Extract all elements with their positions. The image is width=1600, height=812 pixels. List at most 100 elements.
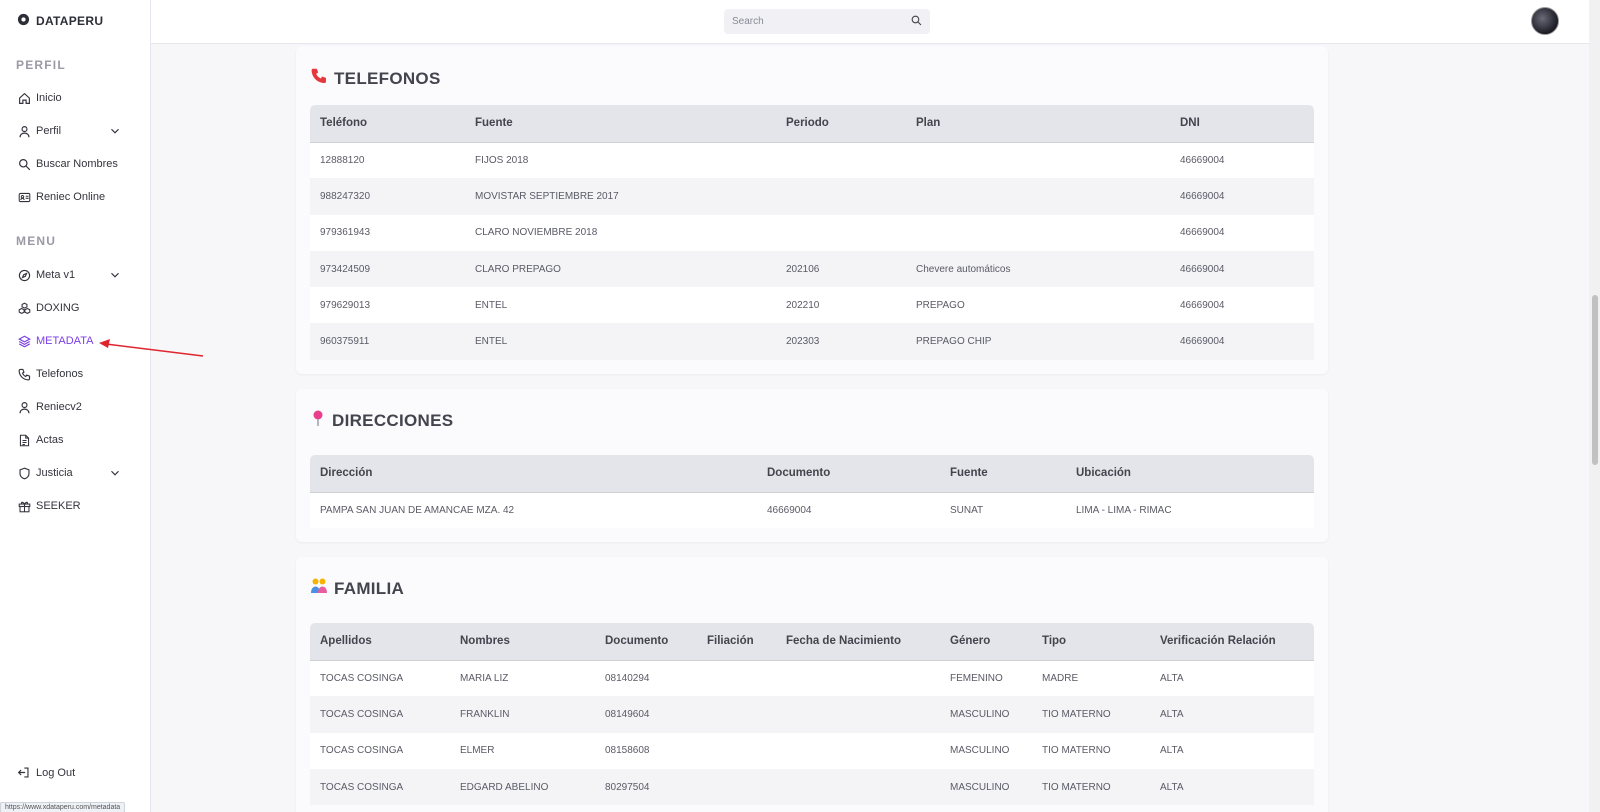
table-cell: PREPAGO (906, 287, 1170, 324)
search-icon[interactable] (911, 13, 922, 31)
scrollbar-thumb[interactable] (1592, 295, 1598, 465)
table-cell: 08158608 (595, 732, 697, 769)
table-cell: FRANKLIN (450, 696, 595, 733)
cubes-icon (17, 301, 31, 315)
column-header[interactable]: Documento (595, 623, 697, 661)
chevron-down-icon[interactable] (108, 466, 122, 480)
table-cell: ENTEL (465, 287, 776, 324)
column-header[interactable]: Fuente (465, 105, 776, 143)
sidebar-item-justicia[interactable]: Justicia (17, 463, 132, 483)
table-cell (697, 696, 776, 733)
table-cell: MASCULINO (940, 732, 1032, 769)
table-cell (697, 732, 776, 769)
column-header[interactable]: Filiación (697, 623, 776, 661)
column-header[interactable]: Fuente (940, 455, 1066, 493)
logout-icon (17, 766, 31, 780)
column-header[interactable]: Nombres (450, 623, 595, 661)
column-header[interactable]: Plan (906, 105, 1170, 143)
table-cell: ALTA (1150, 732, 1314, 769)
table-cell: FEMENINO (940, 660, 1032, 697)
sidebar-item-buscar-nombres[interactable]: Buscar Nombres (17, 154, 132, 174)
family-icon (310, 577, 328, 600)
sidebar-item-reniec-online[interactable]: Reniec Online (17, 187, 132, 207)
sidebar-item-reniecv2[interactable]: Reniecv2 (17, 397, 132, 417)
table-cell: 979361943 (310, 214, 465, 251)
table-cell (776, 768, 940, 806)
column-header[interactable]: Teléfono (310, 105, 465, 143)
table-cell: 973424509 (310, 250, 465, 288)
table-row: 979361943 CLARO NOVIEMBRE 2018 46669004 (310, 214, 1314, 251)
table-cell: TIO MATERNO (1032, 768, 1150, 806)
status-bar-url: https://www.xdataperu.com/metadata (0, 802, 126, 812)
sidebar-item-label: Actas (36, 434, 64, 446)
sidebar-item-seeker[interactable]: SEEKER (17, 496, 132, 516)
column-header[interactable]: Fecha de Nacimiento (776, 623, 940, 661)
table-row: 12888120 FIJOS 2018 46669004 (310, 142, 1314, 179)
table-cell (906, 214, 1170, 251)
logo-icon (17, 13, 30, 29)
search-input[interactable] (732, 16, 911, 27)
table-cell: MOVISTAR SEPTIEMBRE 2017 (465, 178, 776, 215)
column-header[interactable]: Dirección (310, 455, 757, 493)
telefonos-title-text: TELEFONOS (334, 68, 441, 88)
search-box[interactable] (724, 9, 930, 34)
familia-title-text: FAMILIA (334, 578, 405, 598)
table-row: 988247320 MOVISTAR SEPTIEMBRE 2017 4666900… (310, 178, 1314, 215)
table-cell (776, 732, 940, 769)
sidebar-item-actas[interactable]: Actas (17, 430, 132, 450)
sidebar-item-label: Justicia (36, 467, 73, 479)
table-cell (776, 660, 940, 697)
table-cell (697, 660, 776, 697)
table-cell: TOCAS COSINGA (310, 660, 450, 697)
column-header[interactable]: Verificación Relación (1150, 623, 1314, 661)
table-cell (776, 178, 906, 215)
avatar[interactable] (1531, 7, 1559, 35)
brand-name: DATAPERU (36, 14, 104, 28)
telefonos-table: Teléfono Fuente Periodo Plan DNI 1288812… (310, 105, 1314, 360)
column-header[interactable]: Apellidos (310, 623, 450, 661)
sidebar-item-label: Reniecv2 (36, 401, 82, 413)
table-cell: 08140294 (595, 660, 697, 697)
top-bar (151, 0, 1600, 44)
sidebar-item-telefonos[interactable]: Telefonos (17, 364, 132, 384)
sidebar-item-label: DOXING (36, 302, 80, 314)
sidebar-item-perfil[interactable]: Perfil (17, 121, 132, 141)
column-header[interactable]: Género (940, 623, 1032, 661)
sidebar-item-inicio[interactable]: Inicio (17, 88, 132, 108)
chevron-down-icon[interactable] (108, 124, 122, 138)
column-header[interactable]: Periodo (776, 105, 906, 143)
phone-icon (310, 67, 328, 90)
table-cell: 12888120 (310, 142, 465, 179)
column-header[interactable]: Documento (757, 455, 940, 493)
brand[interactable]: DATAPERU (17, 13, 103, 29)
table-cell: 988247320 (310, 178, 465, 215)
direcciones-title: DIRECCIONES (310, 409, 453, 432)
familia-title: FAMILIA (310, 577, 404, 600)
table-cell (697, 768, 776, 806)
sidebar: DATAPERU PERFIL Inicio Perfil Buscar Nom… (0, 0, 151, 812)
familia-table: Apellidos Nombres Documento Filiación Fe… (310, 623, 1314, 806)
column-header[interactable]: Ubicación (1066, 455, 1314, 493)
shield-icon (17, 466, 31, 480)
table-row: TOCAS COSINGA MARIA LIZ 08140294 FEMENINO MA… (310, 660, 1314, 697)
table-row: TOCAS COSINGA ELMER 08158608 MASCULINO TIO M… (310, 732, 1314, 769)
direcciones-table: Dirección Documento Fuente Ubicación PAM… (310, 455, 1314, 529)
sidebar-item-doxing[interactable]: DOXING (17, 298, 132, 318)
column-header[interactable]: DNI (1170, 105, 1314, 143)
sidebar-item-label: Reniec Online (36, 191, 106, 203)
sidebar-item-meta-v1[interactable]: Meta v1 (17, 265, 132, 285)
logout-button[interactable]: Log Out (17, 766, 75, 780)
sidebar-item-label: Meta v1 (36, 269, 76, 281)
user-icon (17, 400, 31, 414)
sidebar-item-metadata[interactable]: METADATA (17, 331, 132, 351)
compass-icon (17, 268, 31, 282)
table-cell: PREPAGO CHIP (906, 323, 1170, 360)
sidebar-item-label: METADATA (36, 335, 94, 347)
sidebar-item-label: Telefonos (36, 368, 84, 380)
table-cell: 46669004 (1170, 214, 1314, 251)
chevron-down-icon[interactable] (108, 268, 122, 282)
sidebar-item-label: Perfil (36, 125, 62, 137)
column-header[interactable]: Tipo (1032, 623, 1150, 661)
table-cell: 80297504 (595, 768, 697, 806)
table-row: 973424509 CLARO PREPAGO 202106 Chevere auto… (310, 250, 1314, 288)
